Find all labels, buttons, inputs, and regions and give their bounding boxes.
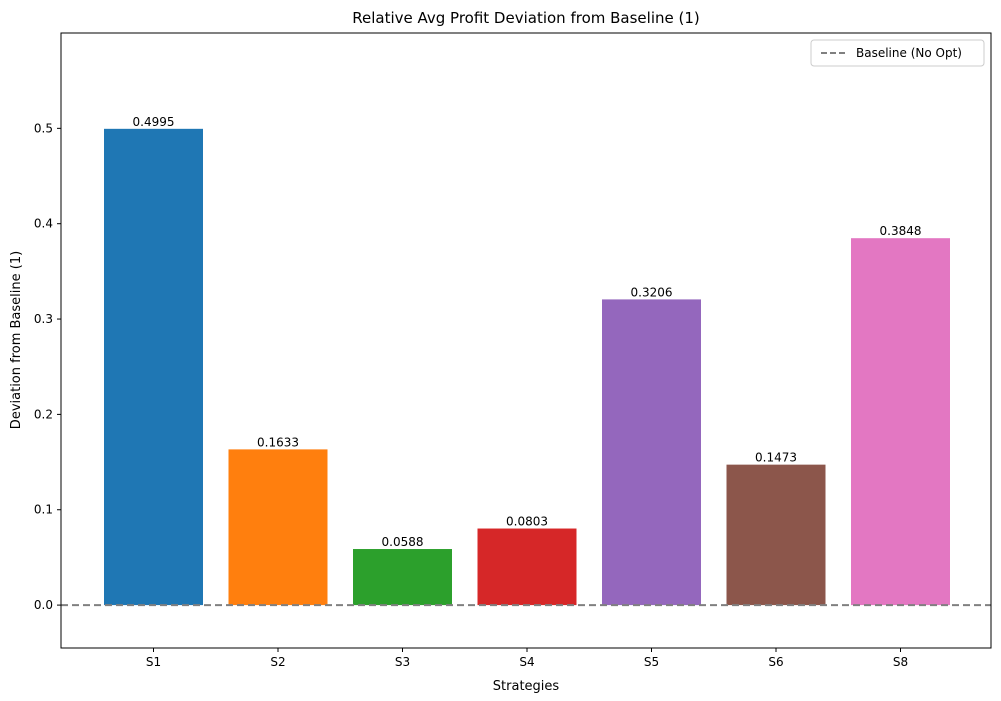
bar-s4 xyxy=(477,528,577,606)
y-tick-label: 0.4 xyxy=(34,217,53,231)
x-tick-label-s6: S6 xyxy=(768,655,783,669)
data-label-s4: 0.0803 xyxy=(506,515,548,529)
data-label-s3: 0.0588 xyxy=(382,535,424,549)
y-tick-label: 0.0 xyxy=(34,598,53,612)
data-label-s8: 0.3848 xyxy=(880,224,922,238)
y-tick-label: 0.1 xyxy=(34,503,53,517)
y-axis-label: Deviation from Baseline (1) xyxy=(9,251,24,429)
bar-s3 xyxy=(353,549,452,606)
legend-box xyxy=(810,39,985,67)
y-tick-label: 0.5 xyxy=(34,121,53,135)
plot-area: 0.4995 S1 0.1633 S2 0.0588 S3 0.0803 S4 0.3206 S5… xyxy=(34,115,991,669)
data-label-s1: 0.4995 xyxy=(133,115,175,129)
bar-s6 xyxy=(726,464,826,606)
x-tick-label-s4: S4 xyxy=(519,655,534,669)
x-axis-label: Strategies xyxy=(493,679,560,694)
legend: Baseline (No Opt) xyxy=(810,39,985,67)
y-tick-label: 0.2 xyxy=(34,407,53,421)
bar-s8 xyxy=(851,238,950,606)
x-tick-label-s8: S8 xyxy=(893,655,908,669)
x-tick-label-s3: S3 xyxy=(395,655,410,669)
x-tick-label-s1: S1 xyxy=(146,655,161,669)
data-label-s6: 0.1473 xyxy=(755,451,797,465)
data-label-s2: 0.1633 xyxy=(257,435,299,449)
x-tick-label-s2: S2 xyxy=(270,655,285,669)
bar-s2 xyxy=(228,449,328,606)
data-label-s5: 0.3206 xyxy=(631,285,673,299)
plot-frame xyxy=(60,32,992,649)
x-tick-label-s5: S5 xyxy=(644,655,659,669)
legend-baseline-label: Baseline (No Opt) xyxy=(856,46,962,60)
bar-s5 xyxy=(602,299,701,606)
chart-title: Relative Avg Profit Deviation from Basel… xyxy=(352,9,700,27)
y-tick-label: 0.3 xyxy=(34,312,53,326)
bar-s1 xyxy=(104,128,203,606)
